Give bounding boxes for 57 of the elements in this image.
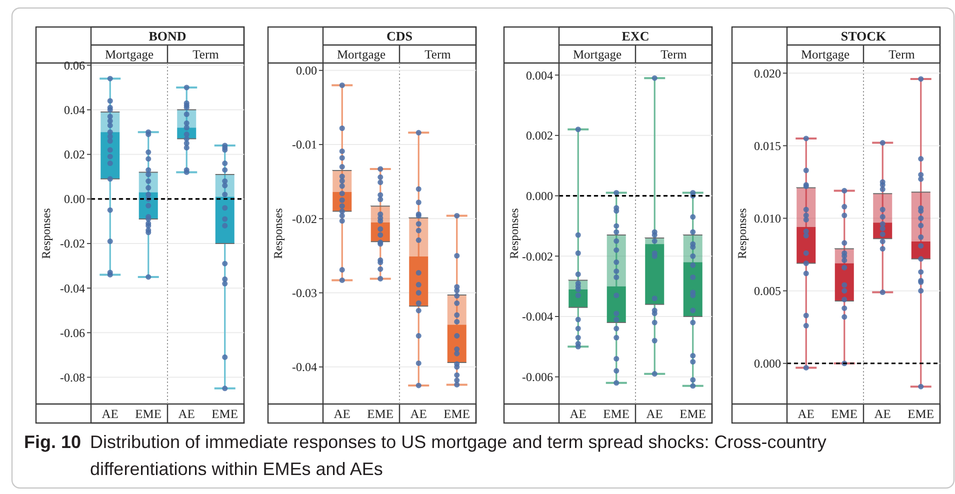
x-tick-label: AE [646,406,664,421]
y-tick-label: -0.04 [292,360,317,374]
y-tick-label: 0.015 [754,138,781,153]
x-tick-label: AE [334,406,351,421]
x-tick-label: EME [603,406,630,421]
chart-title: BOND [148,28,186,44]
x-tick-label: EME [680,406,706,421]
y-tick-label: 0.020 [754,66,781,80]
y-tick-label: -0.02 [292,212,317,226]
y-tick-label: 0.02 [64,148,85,162]
x-tick-label: EME [212,406,238,421]
x-tick-label: EME [135,406,162,421]
y-tick-label: 0.00 [296,64,317,78]
y-tick-label: -0.006 [522,370,553,384]
chart-title: EXC [622,28,650,44]
y-tick-label: -0.04 [60,281,85,296]
y-axis-title: Responses [735,208,750,259]
chart-subtitle: Mortgage [104,47,154,62]
y-tick-label: -0.08 [60,370,85,384]
y-axis-title: Responses [39,208,54,259]
y-tick-label: 0.002 [526,128,553,143]
x-tick-label: AE [178,406,196,421]
x-tick-label: AE [874,406,892,421]
chart-subtitle: Mortgage [572,47,622,62]
x-tick-label: EME [908,406,934,421]
y-axis-title: Responses [507,208,522,259]
y-tick-label: 0.00 [64,192,85,206]
y-tick-label: -0.01 [292,138,317,152]
y-axis-title: Responses [271,208,286,259]
x-tick-label: AE [102,406,119,421]
x-tick-label: EME [444,406,470,421]
y-tick-label: -0.06 [60,326,85,340]
chart-subtitle: Term [888,47,916,62]
text: Distribution of immediate responses to US mortgage and term spread shocks: Cross-country differentiations within EMEs and AEs [90,432,826,479]
chart-subtitle: Term [192,47,220,62]
x-tick-label: EME [831,406,858,421]
y-tick-label: 0.010 [754,211,781,226]
y-tick-label: -0.004 [522,310,553,324]
x-tick-label: AE [570,406,587,421]
chart-title: CDS [386,28,413,44]
y-tick-label: 0.04 [64,103,85,118]
y-tick-label: 0.004 [526,68,553,82]
chart-subtitle: Mortgage [336,47,386,62]
y-tick-label: 0.000 [526,188,553,203]
y-tick-label: -0.03 [292,286,317,300]
caption: Fig. 10 [24,432,82,452]
x-tick-label: EME [367,406,394,421]
x-tick-label: AE [798,406,815,421]
chart-title: STOCK [840,28,888,44]
chart-subtitle: Mortgage [800,47,850,62]
x-tick-label: AE [410,406,428,421]
y-tick-label: -0.002 [522,249,553,264]
chart-subtitle: Term [660,47,688,62]
y-tick-label: 0.005 [754,284,781,298]
y-tick-label: 0.000 [754,356,781,371]
chart-subtitle: Term [424,47,452,62]
y-tick-label: -0.02 [60,236,85,251]
